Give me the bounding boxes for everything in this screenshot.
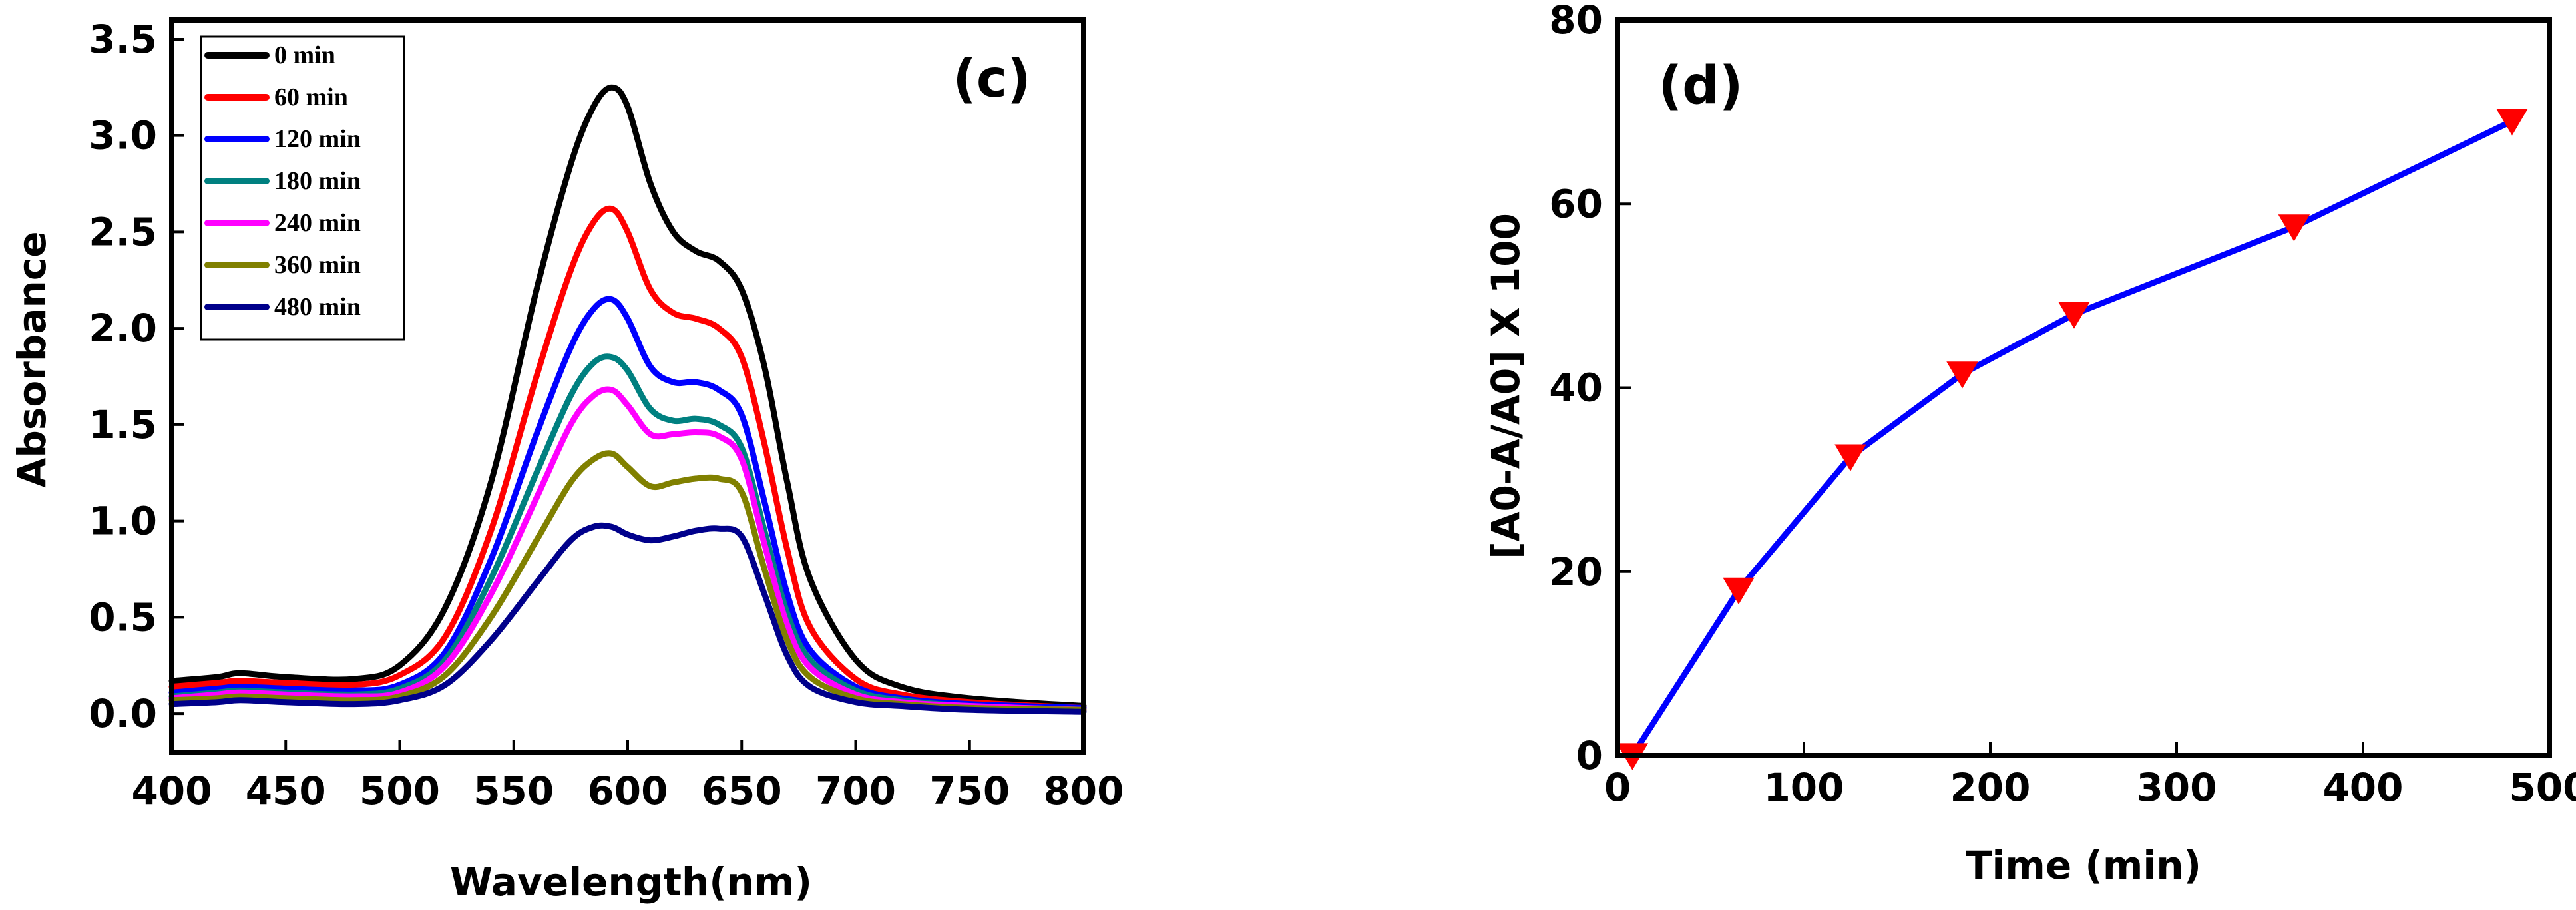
d-y-axis-label: [A0-A/A0] X 100 <box>1483 213 1528 559</box>
c-x-tick-label: 450 <box>246 768 326 813</box>
d-data-point-marker <box>2278 214 2310 242</box>
d-y-tick-label: 20 <box>1549 549 1603 594</box>
c-legend-entry: 60 min <box>274 83 348 111</box>
c-x-tick-label: 700 <box>815 768 896 813</box>
d-x-tick-label: 200 <box>1950 765 2030 810</box>
d-ticks: 0 100 200 300 400 500 0 20 40 60 80 <box>1549 0 2576 810</box>
c-legend-entry: 360 min <box>274 251 361 279</box>
c-ticks: 400 450 500 550 600 650 700 750 800 0.0 0.5 1.0 1.5 2… <box>89 17 1124 813</box>
c-y-tick-label: 3.0 <box>89 113 157 158</box>
panel-d-degradation-percent: 0 100 200 300 400 500 0 20 40 60 80 (d) Time (min)… <box>1483 0 2576 888</box>
c-x-tick-label: 600 <box>587 768 668 813</box>
d-data-point-marker <box>1723 577 1755 605</box>
c-legend-entry: 240 min <box>274 209 361 237</box>
d-data-point-marker <box>1946 361 1978 389</box>
c-series-line-120-min <box>168 296 1087 711</box>
c-x-tick-label: 500 <box>359 768 440 813</box>
d-x-axis-label: Time (min) <box>1966 843 2201 888</box>
c-legend-entry: 120 min <box>274 125 361 153</box>
c-y-tick-label: 2.5 <box>89 209 157 254</box>
c-legend-entry: 180 min <box>274 167 361 195</box>
c-x-tick-label: 400 <box>131 768 212 813</box>
d-y-tick-label: 80 <box>1549 0 1603 43</box>
c-y-tick-label: 1.5 <box>89 402 157 447</box>
d-plot-frame <box>1615 17 2552 758</box>
c-y-tick-label: 0.0 <box>89 691 157 736</box>
d-x-tick-label: 500 <box>2509 765 2576 810</box>
c-series-line-480-min <box>168 522 1087 715</box>
d-y-tick-label: 0 <box>1576 733 1603 778</box>
d-data-point-marker <box>2496 109 2528 136</box>
c-series-line-0-min <box>168 84 1087 709</box>
d-y-tick-label: 40 <box>1549 365 1603 411</box>
c-x-tick-label: 650 <box>702 768 782 813</box>
c-x-tick-label: 800 <box>1043 768 1124 813</box>
c-y-tick-label: 1.0 <box>89 499 157 544</box>
c-y-tick-label: 2.0 <box>89 306 157 351</box>
c-legend: 0 min 60 min 120 min 180 min 240 min 360 min 4… <box>200 35 405 341</box>
c-series-group <box>168 84 1087 715</box>
d-data-point-marker <box>1834 444 1866 471</box>
c-x-tick-label: 750 <box>929 768 1010 813</box>
d-data-point-marker <box>2058 302 2090 329</box>
d-series-group <box>1616 109 2528 770</box>
c-x-axis-label: Wavelength(nm) <box>450 859 812 905</box>
d-y-tick-label: 60 <box>1549 181 1603 226</box>
c-x-tick-label: 550 <box>473 768 554 813</box>
c-series-line-60-min <box>168 205 1087 711</box>
d-x-tick-label: 0 <box>1604 765 1631 810</box>
c-series-line-240-min <box>168 386 1087 713</box>
c-y-tick-label: 3.5 <box>89 17 157 62</box>
c-legend-entry: 0 min <box>274 41 335 69</box>
c-y-tick-label: 0.5 <box>89 594 157 640</box>
d-x-tick-label: 300 <box>2136 765 2217 810</box>
d-panel-label: (d) <box>1658 56 1743 116</box>
panel-c-uv-vis-spectra: 400 450 500 550 600 650 700 750 800 0.0 0.5 1.0 1.5 2… <box>9 17 1124 905</box>
c-series-line-360-min <box>168 450 1087 713</box>
c-y-axis-label: Absorbance <box>9 231 55 487</box>
d-x-tick-label: 100 <box>1763 765 1844 810</box>
d-series-line <box>1629 118 2513 758</box>
c-panel-label: (c) <box>953 49 1031 109</box>
c-plot-frame <box>169 17 1086 755</box>
d-x-tick-label: 400 <box>2322 765 2403 810</box>
c-legend-entry: 480 min <box>274 293 361 321</box>
c-legend-box <box>200 35 405 341</box>
